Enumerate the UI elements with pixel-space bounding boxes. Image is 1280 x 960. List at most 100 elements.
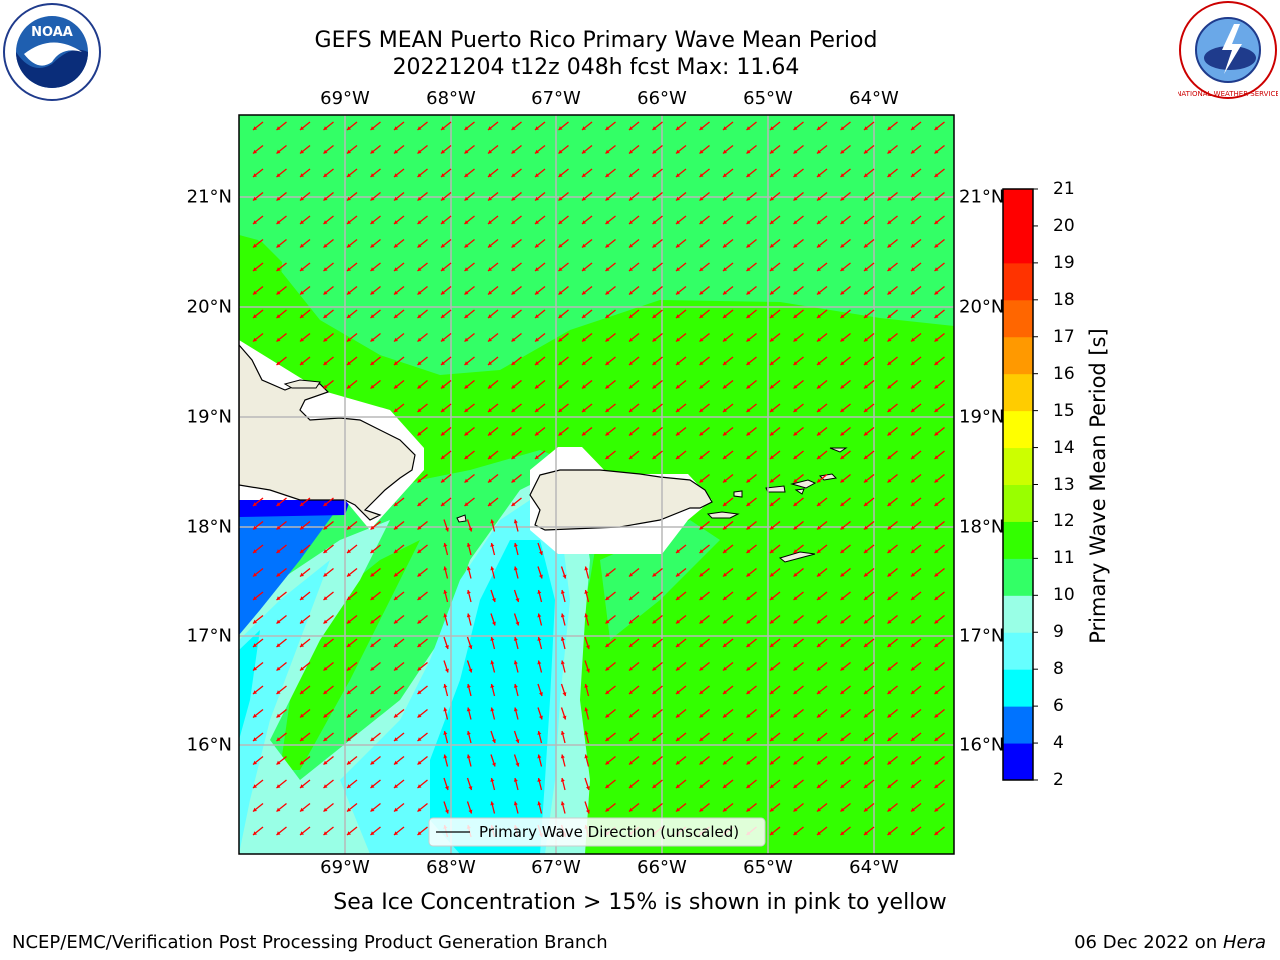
wave-arrow-head: [444, 645, 449, 649]
lon-tick-bot: 64°W: [849, 857, 899, 878]
wave-arrow-head: [934, 337, 939, 342]
wave-arrow-head: [911, 807, 915, 812]
wave-arrow-head: [417, 243, 422, 248]
wave-arrow-head: [864, 361, 868, 365]
wave-arrow-head: [347, 666, 351, 671]
wave-arrow-head: [488, 126, 492, 130]
wave-arrow-head: [370, 314, 375, 318]
wave-arrow-head: [323, 384, 328, 389]
wave-arrow-head: [840, 666, 845, 671]
wave-arrow-head: [793, 384, 798, 389]
wave-arrow-head: [676, 455, 680, 459]
wave-arrow-head: [582, 431, 586, 436]
wave-arrow-head: [417, 784, 422, 788]
wave-arrow-head: [911, 361, 915, 365]
wave-arrow-head: [793, 267, 798, 271]
wave-arrow-head: [699, 478, 704, 483]
wave-arrow-head: [840, 173, 845, 177]
wave-arrow-head: [911, 126, 915, 130]
wave-arrow-head: [253, 737, 257, 741]
wave-arrow-head: [629, 807, 633, 812]
lat-tick-lft: 20°N: [186, 296, 232, 318]
colorbar-tick-label: 12: [1053, 511, 1075, 532]
wave-arrow-head: [276, 737, 281, 741]
wave-arrow-head: [652, 596, 657, 600]
wave-arrow-head: [723, 737, 727, 741]
wave-arrow-head: [723, 408, 727, 412]
wave-arrow-head: [887, 267, 892, 271]
wave-arrow-head: [887, 666, 892, 671]
wave-arrow-head: [560, 590, 565, 594]
wave-arrow-head: [605, 455, 610, 459]
wave-arrow-head: [488, 502, 492, 506]
colorbar-tick-label: 14: [1053, 437, 1075, 458]
wave-arrow-head: [723, 666, 727, 671]
wave-arrow-head: [417, 478, 422, 483]
mona-island: [456, 514, 467, 523]
wave-arrow-head: [817, 126, 821, 130]
wave-arrow-head: [770, 666, 774, 671]
wave-arrow-head: [864, 596, 868, 600]
wave-arrow-head: [652, 572, 657, 577]
wave-arrow-head: [323, 807, 328, 812]
wave-arrow-head: [793, 337, 798, 342]
wave-arrow-head: [417, 337, 422, 342]
wave-arrow-head: [417, 549, 422, 553]
wave-arrow-head: [934, 784, 939, 788]
wave-arrow-head: [746, 314, 751, 318]
wave-arrow-head: [417, 290, 422, 295]
wave-arrow-head: [911, 337, 915, 342]
wave-arrow-head: [793, 502, 798, 506]
wave-arrow-head: [793, 690, 798, 694]
wave-arrow-head: [464, 196, 469, 201]
wave-arrow-head: [723, 690, 727, 694]
wave-arrow-head: [323, 572, 328, 577]
wave-arrow-head: [394, 384, 398, 389]
wave-arrow-head: [887, 384, 892, 389]
wave-arrow-head: [441, 361, 445, 365]
wave-arrow-head: [394, 807, 398, 812]
wave-arrow-head: [417, 713, 422, 718]
wave-arrow-head: [347, 784, 351, 788]
wave-arrow-head: [887, 478, 892, 483]
wave-arrow-head: [323, 784, 328, 788]
wave-arrow-head: [300, 149, 304, 154]
wave-arrow-head: [746, 173, 751, 177]
wave-arrow-head: [370, 290, 375, 295]
wave-arrow-head: [347, 126, 351, 130]
wave-arrow-head: [864, 690, 868, 694]
wave-arrow-head: [464, 126, 469, 130]
wave-arrow-head: [652, 173, 657, 177]
colorbar-segment: [1003, 632, 1033, 670]
wave-arrow-head: [347, 361, 351, 365]
wave-arrow-head: [605, 784, 610, 788]
wave-arrow-head: [911, 455, 915, 459]
noaa-logo-text: NOAA: [31, 25, 73, 40]
wave-arrow-head: [746, 502, 751, 506]
wave-arrow-head: [840, 831, 845, 835]
wave-arrow-head: [934, 525, 939, 530]
wave-arrow-head: [934, 149, 939, 154]
wave-arrow-head: [253, 713, 257, 718]
wave-arrow-head: [537, 754, 542, 759]
wave-arrow-head: [723, 290, 727, 295]
wave-arrow-head: [441, 408, 445, 412]
lat-tick-lft: 19°N: [186, 406, 232, 428]
wave-arrow-head: [934, 314, 939, 318]
wave-arrow-head: [652, 126, 657, 130]
virgin-islands: [765, 447, 848, 495]
wave-arrow-head: [535, 431, 539, 436]
nws-logo: NATIONAL WEATHER SERVICE: [1176, 0, 1280, 100]
wave-arrow-head: [746, 408, 751, 412]
wave-arrow-head: [417, 572, 422, 577]
wave-arrow-head: [370, 596, 375, 600]
period-11-12-patch: [239, 235, 282, 305]
wave-arrow-head: [535, 361, 539, 365]
wave-arrow-head: [323, 337, 328, 342]
wave-arrow-head: [699, 243, 704, 248]
lat-tick-rgt: 19°N: [959, 406, 1005, 428]
wave-arrow-head: [911, 478, 915, 483]
wave-arrow-head: [511, 502, 516, 506]
puerto-rico-land: [529, 469, 713, 531]
wave-arrow-head: [840, 525, 845, 530]
